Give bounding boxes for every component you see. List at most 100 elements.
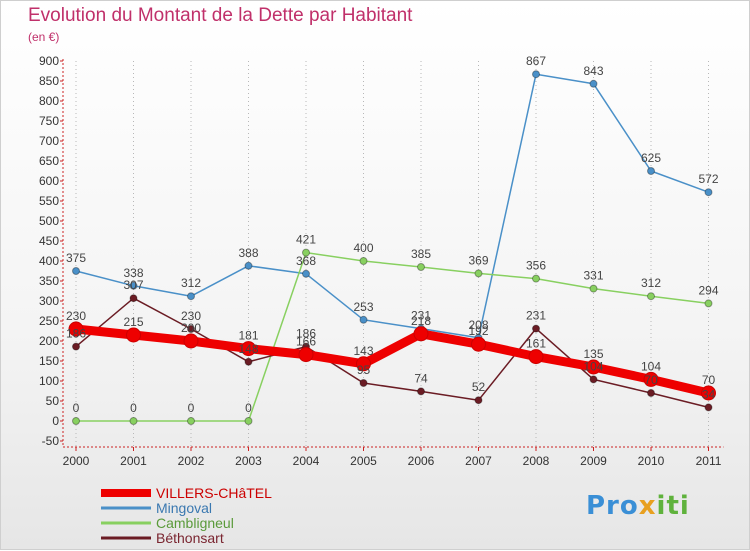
data-point xyxy=(474,396,483,405)
y-tick-label: 250 xyxy=(39,314,59,328)
data-point xyxy=(244,417,253,425)
data-label: 74 xyxy=(414,371,428,385)
data-label: 625 xyxy=(641,151,661,165)
data-label: 181 xyxy=(238,329,258,343)
data-label: 400 xyxy=(353,241,373,255)
data-point xyxy=(413,326,429,342)
data-point xyxy=(417,263,425,271)
data-label: 231 xyxy=(526,309,546,323)
data-label: 572 xyxy=(698,172,718,186)
series-line-1 xyxy=(75,73,710,339)
data-label: 52 xyxy=(472,380,486,394)
y-tick-label: 100 xyxy=(39,374,59,388)
data-point xyxy=(647,292,655,301)
data-label: 253 xyxy=(353,300,373,314)
y-tick-label: 400 xyxy=(39,254,59,268)
legend-label: Béthonsart xyxy=(156,530,224,546)
data-label: 375 xyxy=(66,251,86,265)
data-point xyxy=(471,336,486,352)
x-tick-label: 2005 xyxy=(350,454,377,468)
data-point xyxy=(187,325,195,333)
data-label: 192 xyxy=(468,324,488,338)
x-tick-label: 2004 xyxy=(293,454,320,468)
data-label: 368 xyxy=(296,254,316,268)
data-point xyxy=(704,188,713,197)
data-point xyxy=(298,347,314,363)
data-label: 95 xyxy=(357,363,371,377)
data-point xyxy=(359,315,368,324)
y-tick-label: 700 xyxy=(39,134,59,148)
data-point xyxy=(126,327,141,343)
y-tick-label: 150 xyxy=(39,354,59,368)
data-label: 70 xyxy=(644,373,658,387)
y-tick-label: 600 xyxy=(39,174,59,188)
data-point xyxy=(589,79,598,88)
data-label: 148 xyxy=(238,342,258,356)
legend-label: Cambligneul xyxy=(156,515,234,531)
data-point xyxy=(474,269,483,278)
data-point xyxy=(356,356,371,372)
data-point xyxy=(647,167,655,175)
data-label: 338 xyxy=(123,266,143,280)
data-label: 166 xyxy=(296,335,316,349)
x-tick-label: 2003 xyxy=(235,454,262,468)
data-label: 307 xyxy=(123,278,143,292)
data-label: 230 xyxy=(66,309,86,323)
y-tick-label: -50 xyxy=(42,434,60,448)
data-label: 385 xyxy=(411,247,431,261)
y-tick-label: 500 xyxy=(39,214,59,228)
data-label: 135 xyxy=(583,347,603,361)
data-label: 143 xyxy=(353,344,373,358)
data-label: 186 xyxy=(296,327,316,341)
y-tick-label: 300 xyxy=(39,294,59,308)
data-point xyxy=(244,261,253,270)
data-point xyxy=(302,269,310,278)
data-label: 0 xyxy=(188,401,195,415)
unit-label: (en €) xyxy=(28,30,60,44)
data-label: 104 xyxy=(583,359,603,373)
data-label: 34 xyxy=(702,387,716,401)
data-point xyxy=(647,389,655,397)
y-tick-label: 450 xyxy=(39,234,59,248)
series-line-3 xyxy=(75,297,710,409)
x-tick-label: 2006 xyxy=(408,454,435,468)
data-label: 161 xyxy=(526,337,546,351)
y-tick-label: 50 xyxy=(46,394,60,408)
data-label: 230 xyxy=(181,309,201,323)
data-point xyxy=(241,341,256,357)
data-point xyxy=(72,267,80,275)
data-label: 215 xyxy=(123,315,143,329)
x-tick-label: 2007 xyxy=(465,454,492,468)
data-point xyxy=(589,284,598,293)
data-point xyxy=(586,359,601,375)
data-point xyxy=(704,299,713,308)
data-label: 0 xyxy=(245,401,252,415)
data-point xyxy=(359,257,368,265)
series-line-2 xyxy=(75,251,710,422)
data-point xyxy=(704,403,713,412)
x-tick-label: 2010 xyxy=(638,454,665,468)
data-label: 200 xyxy=(181,321,201,335)
chart-title: Evolution du Montant de la Dette par Hab… xyxy=(28,5,413,26)
data-label: 331 xyxy=(583,269,603,283)
data-point xyxy=(532,324,540,333)
data-point xyxy=(187,417,195,425)
series-line-0 xyxy=(71,324,713,398)
data-point xyxy=(532,274,540,283)
x-tick-label: 2001 xyxy=(120,454,147,468)
data-label: 421 xyxy=(296,233,316,247)
data-label: 312 xyxy=(641,276,661,290)
data-point xyxy=(72,342,80,351)
data-point xyxy=(528,349,544,365)
data-point xyxy=(129,281,138,290)
data-point xyxy=(643,371,659,387)
data-point xyxy=(417,387,425,396)
data-label: 843 xyxy=(583,64,603,78)
x-tick-label: 2002 xyxy=(178,454,205,468)
data-label: 186 xyxy=(66,327,86,341)
data-label: 104 xyxy=(641,359,661,373)
y-tick-label: 900 xyxy=(39,54,59,68)
y-tick-label: 200 xyxy=(39,334,59,348)
data-point xyxy=(244,357,253,366)
